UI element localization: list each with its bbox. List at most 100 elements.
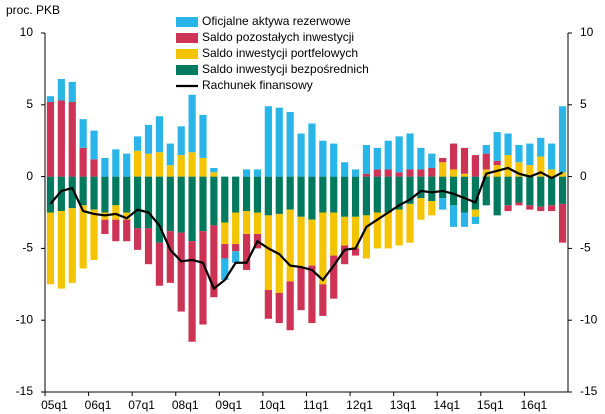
bar [471, 176, 479, 210]
bar [275, 107, 283, 177]
bar [199, 157, 207, 177]
x-tick-label: 07q1 [128, 398, 155, 412]
bar [504, 205, 512, 212]
bar [199, 114, 207, 158]
bar [395, 176, 403, 210]
bar [177, 232, 185, 312]
bar [188, 152, 196, 177]
bar [221, 244, 229, 259]
y2-tick-label: -5 [580, 241, 591, 255]
bar [101, 176, 109, 213]
bar [46, 96, 55, 102]
bar [264, 215, 272, 291]
bar [210, 225, 218, 298]
y2-tick-label: 0 [580, 169, 587, 183]
legend-label: Oficjalne aktywa rezerwowe [202, 14, 351, 28]
bar [232, 244, 240, 252]
bar [112, 176, 120, 206]
bar [373, 176, 381, 213]
x-tick-label: 10q1 [259, 398, 286, 412]
bar [177, 126, 185, 156]
legend-label: Saldo inwestycji bezpośrednich [202, 62, 369, 76]
bar [515, 162, 523, 177]
legend-label: Rachunek finansowy [202, 78, 313, 92]
bar [286, 281, 294, 331]
bar [155, 242, 164, 286]
bar [471, 209, 479, 217]
x-tick-label: 15q1 [477, 398, 504, 412]
bar [134, 228, 142, 250]
bar [439, 176, 447, 199]
bar [548, 205, 556, 212]
y-tick-label: 5 [26, 97, 33, 111]
bar [351, 169, 360, 177]
bar [341, 162, 349, 177]
bar [395, 209, 403, 246]
bar [134, 150, 142, 177]
bar [264, 106, 272, 177]
bar [253, 176, 262, 213]
bar [319, 140, 327, 177]
bar [504, 133, 512, 156]
bar [57, 211, 65, 289]
x-tick-label: 06q1 [85, 398, 112, 412]
bar [199, 231, 207, 325]
bar [384, 212, 392, 249]
bar [90, 176, 98, 210]
legend-swatch [176, 65, 198, 75]
bar [548, 169, 556, 177]
bar [362, 173, 371, 177]
bar [460, 173, 469, 177]
bar [286, 209, 294, 282]
bar [68, 81, 76, 102]
bar [384, 176, 392, 213]
bar [79, 119, 87, 148]
bar [515, 176, 523, 203]
bar [428, 153, 436, 168]
legend-swatch [176, 33, 198, 43]
bar [242, 169, 251, 177]
bar [57, 176, 65, 212]
bar [558, 203, 567, 243]
bar [537, 137, 545, 157]
bar [144, 124, 153, 154]
bar [428, 176, 436, 202]
y2-tick-label: 10 [580, 25, 594, 39]
bar [537, 156, 545, 177]
bar [341, 176, 349, 217]
bar [166, 143, 174, 166]
bar [526, 176, 534, 206]
bar [439, 162, 447, 177]
y2-tick-label: -15 [580, 384, 598, 398]
bar [221, 176, 229, 223]
bar [384, 140, 392, 170]
bar [297, 176, 305, 217]
bar [112, 219, 120, 242]
bar [101, 219, 109, 235]
bar [177, 155, 185, 177]
bar [275, 292, 283, 324]
bar [68, 176, 76, 209]
x-tick-label: 11q1 [303, 398, 329, 412]
bar [308, 176, 316, 220]
bar [515, 145, 523, 163]
bar [341, 245, 349, 265]
bar [144, 228, 153, 265]
bar [395, 172, 403, 177]
bar [406, 203, 414, 243]
bar [548, 176, 556, 206]
bar [319, 176, 327, 213]
bar [548, 143, 556, 170]
bar [253, 212, 262, 235]
line [49, 166, 564, 291]
bar [68, 208, 76, 283]
bar [221, 258, 229, 280]
bar [330, 176, 338, 213]
bar [232, 176, 240, 213]
bar [188, 94, 196, 153]
bar [123, 153, 131, 177]
bar [417, 198, 425, 220]
bar [177, 176, 185, 233]
bar [297, 216, 305, 268]
